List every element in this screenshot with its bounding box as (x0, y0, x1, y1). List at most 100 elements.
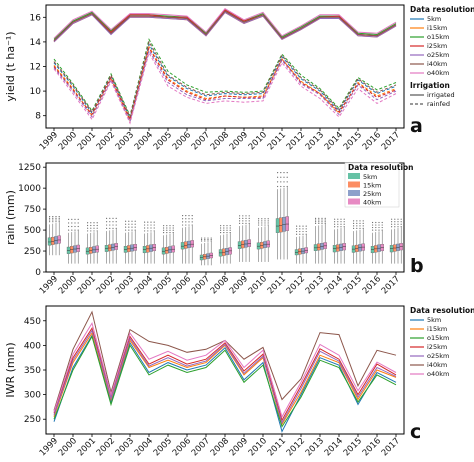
box-outlier (286, 185, 288, 188)
box-outlier (378, 221, 380, 224)
legend-label: i15km (427, 24, 447, 32)
x-tick-label: 1999 (38, 436, 60, 458)
box-outlier (68, 222, 70, 224)
box-outlier (49, 217, 51, 219)
box-outlier (163, 225, 165, 227)
box-outlier (242, 220, 244, 222)
box-outlier (277, 181, 279, 183)
box-outlier (391, 221, 393, 223)
box-outlier (375, 221, 377, 224)
box-outlier (115, 227, 117, 229)
box-outlier (166, 225, 168, 227)
box-outlier (125, 220, 127, 222)
x-tick-label: 2008 (209, 130, 231, 152)
box-outlier (334, 223, 336, 225)
box-outlier (397, 223, 399, 225)
x-tick-label: 2012 (285, 436, 307, 458)
box-outlier (125, 226, 127, 228)
legend-label: i40km (427, 60, 447, 68)
box-outlier (280, 181, 282, 183)
box-outlier (226, 229, 228, 231)
box-outlier (362, 227, 364, 229)
box-outlier (153, 221, 155, 223)
box-outlier (210, 240, 212, 242)
yield-series-line (53, 49, 397, 124)
box-body (190, 240, 194, 248)
x-tick-label: 2011 (266, 274, 288, 296)
box-outlier (397, 226, 399, 228)
y-tick-label: 250 (24, 415, 41, 425)
box-outlier (305, 225, 307, 227)
legend-swatch (348, 198, 360, 205)
legend-label: rainfed (427, 100, 450, 108)
box-outlier (343, 221, 345, 223)
box-body (279, 217, 283, 233)
box-body (275, 218, 280, 233)
x-tick-label: 2010 (247, 130, 269, 152)
box-outlier (318, 221, 320, 223)
box-outlier (147, 230, 149, 232)
box-outlier (321, 217, 323, 219)
legend-label: o15km (427, 334, 449, 342)
box-outlier (258, 224, 260, 226)
box-outlier (163, 227, 165, 229)
x-tick-label: 2002 (95, 436, 117, 458)
box-outlier (210, 238, 212, 241)
box-outlier (394, 218, 396, 220)
box-outlier (353, 227, 355, 229)
box-outlier (296, 228, 298, 230)
x-tick-label: 2013 (304, 274, 326, 296)
box-outlier (188, 221, 190, 223)
box-outlier (106, 217, 108, 219)
box-outlier (90, 224, 92, 227)
box-outlier (372, 224, 374, 226)
box-outlier (324, 217, 326, 219)
box-outlier (52, 221, 54, 223)
box-outlier (248, 217, 250, 219)
box-outlier (239, 217, 241, 219)
box-outlier (77, 218, 79, 220)
x-tick-label: 2001 (76, 130, 98, 152)
box-outlier (112, 227, 114, 229)
box-outlier (261, 220, 263, 222)
box-outlier (248, 215, 250, 217)
box-outlier (55, 217, 57, 219)
box-outlier (134, 223, 136, 225)
box-outlier (172, 227, 174, 229)
box-outlier (391, 223, 393, 225)
box-outlier (204, 237, 206, 239)
x-tick-label: 2010 (247, 274, 269, 296)
box-body (54, 236, 58, 245)
box-outlier (400, 226, 402, 228)
box-outlier (153, 224, 155, 226)
box-outlier (400, 223, 402, 225)
plot-area (45, 305, 405, 435)
legend-swatch (348, 173, 360, 179)
box-outlier (128, 226, 130, 228)
box-outlier (248, 222, 250, 224)
box-outlier (277, 172, 279, 174)
yield-series-line (53, 9, 397, 42)
y-tick-label: 0 (35, 268, 41, 278)
x-tick-label: 2012 (285, 274, 307, 296)
box-outlier (68, 229, 70, 231)
box-outlier (391, 226, 393, 228)
box-outlier (131, 220, 133, 222)
box-outlier (134, 229, 136, 231)
x-tick-label: 2000 (57, 274, 79, 296)
box-outlier (220, 227, 222, 229)
x-tick-label: 2004 (133, 274, 155, 296)
yield-series-line (53, 11, 397, 43)
box-outlier (239, 220, 241, 222)
y-axis-label: IWR (mm) (4, 342, 17, 397)
box-outlier (315, 221, 317, 223)
legend-title: Irrigation (410, 81, 450, 90)
y-tick-label: 400 (24, 341, 41, 351)
box-outlier (188, 218, 190, 220)
box-outlier (172, 225, 174, 227)
box-outlier (169, 231, 171, 234)
x-tick-label: 2009 (228, 274, 250, 296)
box-outlier (229, 229, 231, 231)
x-tick-label: 2014 (323, 130, 345, 152)
y-tick-label: 300 (24, 391, 41, 401)
